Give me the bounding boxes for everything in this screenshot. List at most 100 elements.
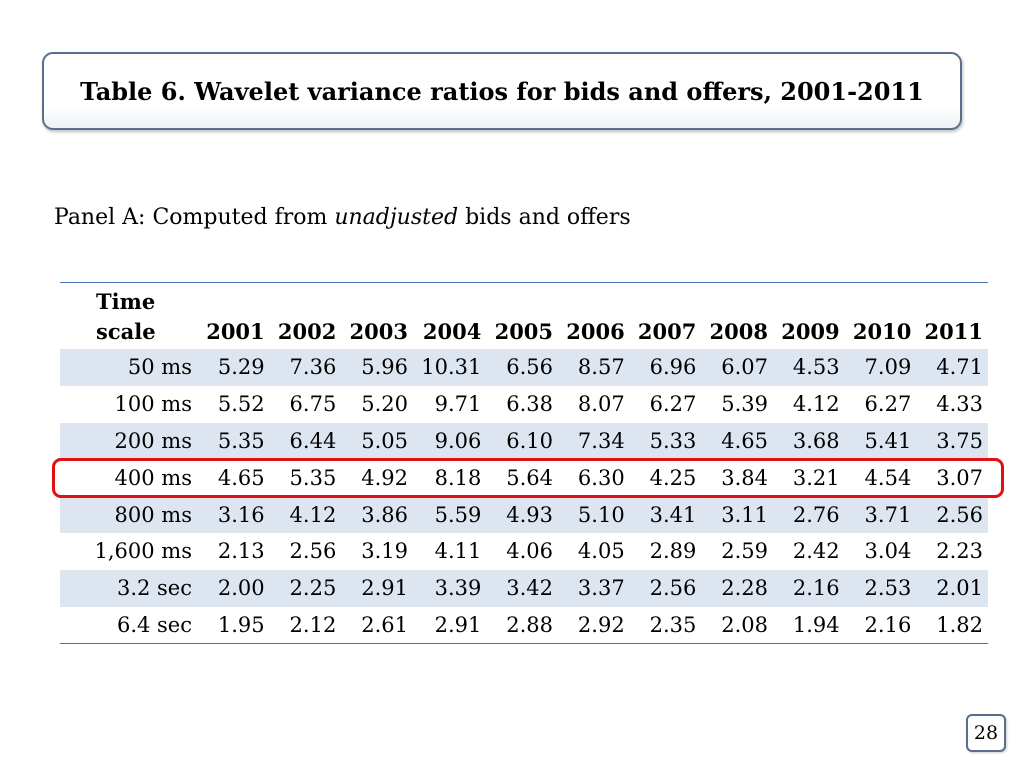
ratio-cell: 4.54 xyxy=(864,465,912,490)
year-header: 2001 xyxy=(206,319,265,344)
ratio-cell: 3.21 xyxy=(792,465,840,490)
ratio-cell: 3.86 xyxy=(361,502,408,527)
ratio-cell: 2.56 xyxy=(649,576,697,601)
ratio-cell: 2.61 xyxy=(361,612,408,637)
ratio-cell: 4.71 xyxy=(936,355,983,380)
year-header: 2003 xyxy=(349,319,408,344)
ratio-cell: 6.27 xyxy=(864,392,912,417)
ratio-cell: 4.12 xyxy=(289,502,337,527)
ratio-cell: 4.93 xyxy=(506,502,554,527)
ratio-cell: 3.68 xyxy=(792,428,840,453)
table-header-row: Time scale 2001 2002 2003 2004 2005 2006 2007 20… xyxy=(60,282,988,350)
ratio-cell: 2.88 xyxy=(506,612,554,637)
ratio-cell: 4.05 xyxy=(577,539,625,564)
table-row: 200 ms 5.35 6.44 5.05 9.06 6.10 7.34 5.33 4.65 3.… xyxy=(60,422,988,460)
ratio-cell: 4.65 xyxy=(217,465,265,490)
ratio-cell: 3.11 xyxy=(721,502,768,527)
time-scale-header-line2: scale xyxy=(96,319,156,344)
ratio-cell: 1.94 xyxy=(792,612,840,637)
ratio-cell: 4.06 xyxy=(506,539,554,564)
ratio-cell: 8.57 xyxy=(577,355,625,380)
ratio-cell: 4.53 xyxy=(792,355,840,380)
ratio-cell: 6.27 xyxy=(649,392,697,417)
ratio-cell: 2.25 xyxy=(289,576,337,601)
table-row: 6.4 sec 1.95 2.12 2.61 2.91 2.88 2.92 2.35 2.08 1… xyxy=(60,607,988,644)
ratio-cell: 6.10 xyxy=(506,428,554,453)
year-header: 2009 xyxy=(781,319,840,344)
ratio-cell: 5.52 xyxy=(217,392,265,417)
ratio-cell: 2.35 xyxy=(649,612,697,637)
ratio-cell: 4.11 xyxy=(434,539,482,564)
table-row: 3.2 sec 2.00 2.25 2.91 3.39 3.42 3.37 2.56 2.28 2… xyxy=(60,569,988,607)
ratio-cell: 7.36 xyxy=(289,355,337,380)
ratio-cell: 6.30 xyxy=(577,465,625,490)
ratio-cell: 3.16 xyxy=(217,502,265,527)
ratio-cell: 2.01 xyxy=(936,576,983,601)
ratio-cell: 8.07 xyxy=(577,392,625,417)
ratio-cell: 7.34 xyxy=(577,428,625,453)
ratio-cell: 5.35 xyxy=(289,465,337,490)
slide-title: Table 6. Wavelet variance ratios for bid… xyxy=(80,76,924,106)
time-scale-cell: 50 ms xyxy=(127,355,192,380)
ratio-cell: 2.53 xyxy=(864,576,912,601)
ratio-cell: 5.29 xyxy=(217,355,265,380)
table-row: 400 ms 4.65 5.35 4.92 8.18 5.64 6.30 4.25 3.84 3.… xyxy=(60,459,988,496)
ratio-cell: 9.71 xyxy=(434,392,482,417)
year-header: 2010 xyxy=(852,319,912,344)
ratio-cell: 2.89 xyxy=(649,539,697,564)
ratio-cell: 2.16 xyxy=(864,612,912,637)
ratio-cell: 4.33 xyxy=(936,392,983,417)
variance-ratio-table: Time scale 2001 2002 2003 2004 2005 2006 2007 20… xyxy=(60,282,988,644)
year-header: 2011 xyxy=(924,319,983,344)
ratio-cell: 5.10 xyxy=(577,502,625,527)
year-header: 2004 xyxy=(422,319,482,344)
ratio-cell: 7.09 xyxy=(864,355,912,380)
ratio-cell: 2.13 xyxy=(217,539,265,564)
ratio-cell: 8.18 xyxy=(434,465,482,490)
ratio-cell: 6.38 xyxy=(506,392,554,417)
ratio-cell: 10.31 xyxy=(421,355,482,380)
ratio-cell: 2.59 xyxy=(721,539,768,564)
ratio-cell: 1.95 xyxy=(217,612,265,637)
ratio-cell: 5.33 xyxy=(649,428,697,453)
ratio-cell: 5.20 xyxy=(361,392,408,417)
ratio-cell: 1.82 xyxy=(936,612,983,637)
ratio-cell: 2.16 xyxy=(792,576,840,601)
table-row: 50 ms 5.29 7.36 5.96 10.31 6.56 8.57 6.96 6.07 4.… xyxy=(60,349,988,386)
ratio-cell: 3.42 xyxy=(506,576,554,601)
ratio-cell: 2.00 xyxy=(217,576,265,601)
time-scale-cell: 100 ms xyxy=(114,392,192,417)
time-scale-cell: 200 ms xyxy=(114,428,192,453)
year-header: 2007 xyxy=(637,319,697,344)
time-scale-header: Time scale xyxy=(60,283,198,350)
time-scale-cell: 800 ms xyxy=(114,502,192,527)
ratio-cell: 5.64 xyxy=(506,465,554,490)
table-body: 50 ms 5.29 7.36 5.96 10.31 6.56 8.57 6.96 6.07 4.… xyxy=(60,349,988,644)
ratio-cell: 2.91 xyxy=(434,612,482,637)
ratio-cell: 5.35 xyxy=(217,428,265,453)
table-row: 100 ms 5.52 6.75 5.20 9.71 6.38 8.07 6.27 5.39 4.… xyxy=(60,386,988,423)
ratio-cell: 6.96 xyxy=(649,355,697,380)
time-scale-cell: 3.2 sec xyxy=(116,576,192,601)
panel-label: Panel A: Computed from unadjusted bids a… xyxy=(54,205,631,230)
ratio-cell: 2.56 xyxy=(289,539,337,564)
panel-label-emphasis: unadjusted xyxy=(334,205,459,230)
ratio-cell: 2.56 xyxy=(936,502,983,527)
ratio-cell: 5.05 xyxy=(361,428,408,453)
ratio-cell: 4.92 xyxy=(361,465,408,490)
ratio-cell: 4.25 xyxy=(649,465,697,490)
ratio-cell: 2.12 xyxy=(289,612,337,637)
ratio-cell: 5.39 xyxy=(721,392,768,417)
ratio-cell: 3.39 xyxy=(434,576,482,601)
panel-label-prefix: Panel A: Computed from xyxy=(54,205,335,230)
slide-title-box: Table 6. Wavelet variance ratios for bid… xyxy=(42,52,962,130)
ratio-cell: 5.59 xyxy=(434,502,482,527)
year-header: 2008 xyxy=(709,319,768,344)
ratio-cell: 3.04 xyxy=(864,539,912,564)
ratio-cell: 5.96 xyxy=(361,355,408,380)
ratio-cell: 3.41 xyxy=(649,502,697,527)
ratio-cell: 3.07 xyxy=(936,465,983,490)
ratio-cell: 5.41 xyxy=(864,428,912,453)
ratio-cell: 9.06 xyxy=(434,428,482,453)
ratio-cell: 6.07 xyxy=(721,355,768,380)
